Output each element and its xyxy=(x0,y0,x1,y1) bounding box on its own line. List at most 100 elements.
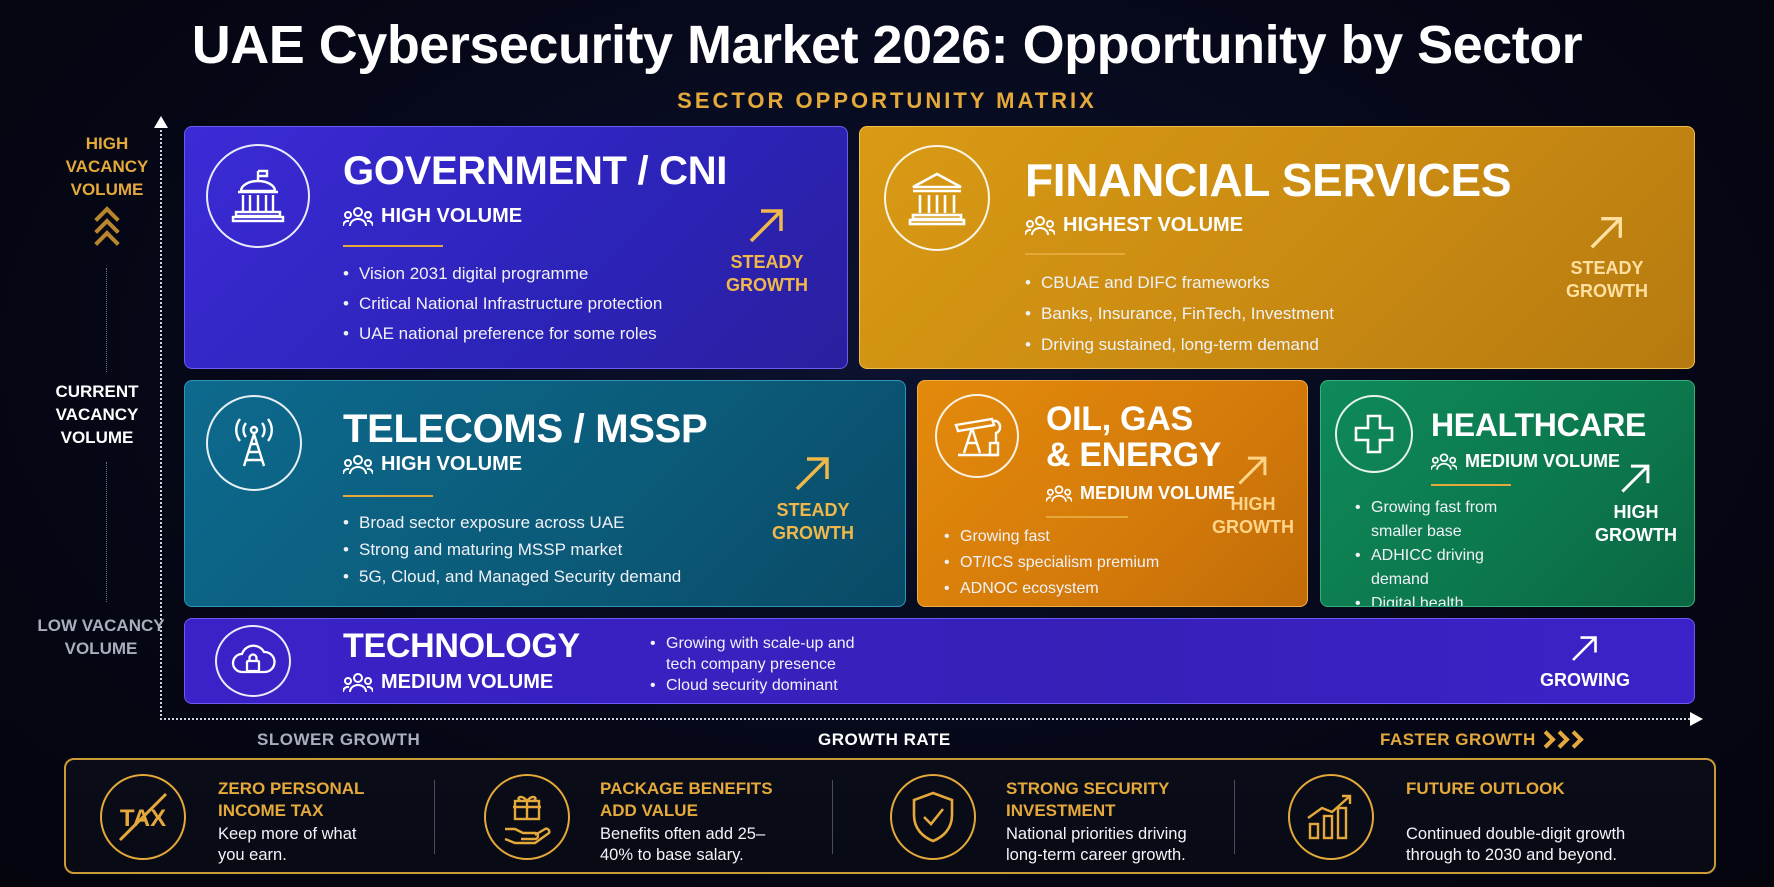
bullet-item: Growing fast xyxy=(944,524,1159,550)
bullet-list: Growing fast from smaller base ADHICC dr… xyxy=(1355,496,1545,606)
y-label-current: CURRENT VACANCY VOLUME xyxy=(55,382,139,447)
arrow-up-right-icon xyxy=(1590,217,1622,249)
bullet-item: Driving sustained, long-term demand xyxy=(1025,329,1334,360)
bullet-item: ADNOC ecosystem xyxy=(944,576,1159,602)
benefit-heading: FUTURE OUTLOOK xyxy=(1406,779,1565,798)
growth-chart-icon xyxy=(1288,774,1374,860)
no-tax-icon: TAX xyxy=(100,774,186,860)
page-title: UAE Cybersecurity Market 2026: Opportuni… xyxy=(191,15,1583,75)
users-icon xyxy=(343,672,373,692)
benefit-text: Keep more of what you earn. xyxy=(218,825,357,864)
accent-underline xyxy=(343,245,443,247)
benefits-strip: TAX ZERO PERSONAL INCOME TAX Keep more o… xyxy=(64,758,1716,874)
benefit-item: TAX ZERO PERSONAL INCOME TAX Keep more o… xyxy=(100,760,430,872)
divider xyxy=(832,780,833,854)
volume-label: MEDIUM VOLUME xyxy=(1431,451,1620,472)
users-icon xyxy=(343,454,373,474)
bullet-item: Critical National Infrastructure protect… xyxy=(343,289,662,319)
x-axis-line xyxy=(160,718,1690,720)
sector-title: GOVERNMENT / CNI xyxy=(343,149,728,193)
cloud-lock-icon xyxy=(215,625,291,697)
accent-underline xyxy=(1431,484,1511,486)
sector-panel-oil-gas-energy: OIL, GAS & ENERGY MEDIUM VOLUME Growing … xyxy=(917,380,1308,607)
x-label-fast: FASTER GROWTH xyxy=(1380,730,1536,749)
bullet-item: 5G, Cloud, and Managed Security demand xyxy=(343,563,681,590)
government-building-icon xyxy=(206,144,310,248)
gift-hand-icon xyxy=(484,774,570,860)
sector-panel-financial: FINANCIAL SERVICES HIGHEST VOLUME CBUAE … xyxy=(859,126,1695,369)
growth-indicator: STEADY GROWTH xyxy=(1557,213,1657,303)
medical-cross-icon xyxy=(1335,395,1413,473)
y-axis-arrow xyxy=(154,116,168,128)
bullet-item: Banks, Insurance, FinTech, Investment xyxy=(1025,298,1334,329)
users-icon xyxy=(1046,484,1072,502)
y-label-divider xyxy=(106,268,107,372)
y-axis-line xyxy=(160,122,162,720)
bullet-item: ADHICC driving demand xyxy=(1355,544,1545,592)
growth-indicator: GROWING xyxy=(1535,633,1635,692)
bullet-item: Growing with scale-up and tech company p… xyxy=(650,633,880,675)
growth-indicator: HIGH GROWTH xyxy=(1593,461,1679,547)
arrow-up-right-icon xyxy=(1238,456,1267,485)
users-icon xyxy=(1025,215,1055,235)
antenna-tower-icon xyxy=(206,395,302,491)
bullet-item: Cloud security dominant xyxy=(650,675,880,696)
bullet-item: OT/ICS specialism premium xyxy=(944,550,1159,576)
sector-title: TECHNOLOGY xyxy=(343,627,580,665)
benefit-item: PACKAGE BENEFITS ADD VALUE Benefits ofte… xyxy=(484,760,824,872)
chevron-up-icon xyxy=(94,206,122,260)
arrow-up-right-icon xyxy=(749,209,783,243)
chevron-right-icon xyxy=(1537,729,1598,751)
bullet-list: Growing with scale-up and tech company p… xyxy=(650,633,880,696)
sector-panel-healthcare: HEALTHCARE MEDIUM VOLUME Growing fast fr… xyxy=(1320,380,1695,607)
y-label-divider xyxy=(106,462,107,602)
sector-title: TELECOMS / MSSP xyxy=(343,407,708,451)
benefit-text: Continued double-digit growth through to… xyxy=(1406,825,1626,864)
benefit-item: FUTURE OUTLOOK Continued double-digit gr… xyxy=(1288,760,1688,872)
sector-title: HEALTHCARE xyxy=(1431,407,1647,443)
x-axis-arrow xyxy=(1690,712,1703,726)
bullet-item: Vision 2031 digital programme xyxy=(343,259,662,289)
sector-title: OIL, GAS & ENERGY xyxy=(1046,400,1222,474)
oil-pump-icon xyxy=(935,394,1019,478)
shield-check-icon xyxy=(890,774,976,860)
sector-panel-technology: TECHNOLOGY MEDIUM VOLUME Growing with sc… xyxy=(184,618,1695,704)
bullet-item: Growing fast from smaller base xyxy=(1355,496,1545,544)
accent-underline xyxy=(343,495,433,497)
sector-panel-telecoms: TELECOMS / MSSP HIGH VOLUME Broad sector… xyxy=(184,380,906,607)
accent-underline xyxy=(1046,516,1128,518)
bullet-item: CBUAE and DIFC frameworks xyxy=(1025,267,1334,298)
bullet-item: UAE national preference for some roles xyxy=(343,319,662,349)
growth-indicator: STEADY GROWTH xyxy=(763,453,863,545)
users-icon xyxy=(343,206,373,226)
benefit-item: STRONG SECURITY INVESTMENT National prio… xyxy=(890,760,1230,872)
y-label-high: HIGH VACANCY VOLUME xyxy=(65,134,149,199)
benefit-heading: PACKAGE BENEFITS ADD VALUE xyxy=(600,779,773,820)
bank-icon xyxy=(884,145,990,251)
volume-label: HIGHEST VOLUME xyxy=(1025,214,1243,237)
bullet-list: Broad sector exposure across UAE Strong … xyxy=(343,509,681,590)
bullet-list: CBUAE and DIFC frameworks Banks, Insuran… xyxy=(1025,267,1334,360)
bullet-list: Vision 2031 digital programme Critical N… xyxy=(343,259,662,349)
bullet-item: Strong and maturing MSSP market xyxy=(343,536,681,563)
benefit-heading: ZERO PERSONAL INCOME TAX xyxy=(218,779,365,820)
growth-indicator: STEADY GROWTH xyxy=(717,205,817,297)
page-subtitle: SECTOR OPPORTUNITY MATRIX xyxy=(677,88,1097,113)
bullet-item: Broad sector exposure across UAE xyxy=(343,509,681,536)
users-icon xyxy=(1431,452,1457,470)
sector-panel-government: GOVERNMENT / CNI HIGH VOLUME Vision 2031… xyxy=(184,126,848,369)
bullet-list: Growing fast OT/ICS specialism premium A… xyxy=(944,524,1159,602)
volume-label: MEDIUM VOLUME xyxy=(1046,483,1235,504)
y-label-low: LOW VACANCY VOLUME xyxy=(37,616,165,658)
benefit-text: Benefits often add 25–40% to base salary… xyxy=(600,825,766,864)
x-axis-title: GROWTH RATE xyxy=(818,730,951,749)
arrow-up-right-icon xyxy=(1572,636,1597,661)
benefit-text: National priorities driving long-term ca… xyxy=(1006,825,1187,864)
volume-label: HIGH VOLUME xyxy=(343,453,522,476)
growth-indicator: HIGH GROWTH xyxy=(1210,453,1296,539)
bullet-item: Digital health investment xyxy=(1355,592,1545,606)
benefit-heading: STRONG SECURITY INVESTMENT xyxy=(1006,779,1170,820)
arrow-up-right-icon xyxy=(1621,464,1650,493)
divider xyxy=(1234,780,1235,854)
arrow-up-right-icon xyxy=(795,457,829,491)
